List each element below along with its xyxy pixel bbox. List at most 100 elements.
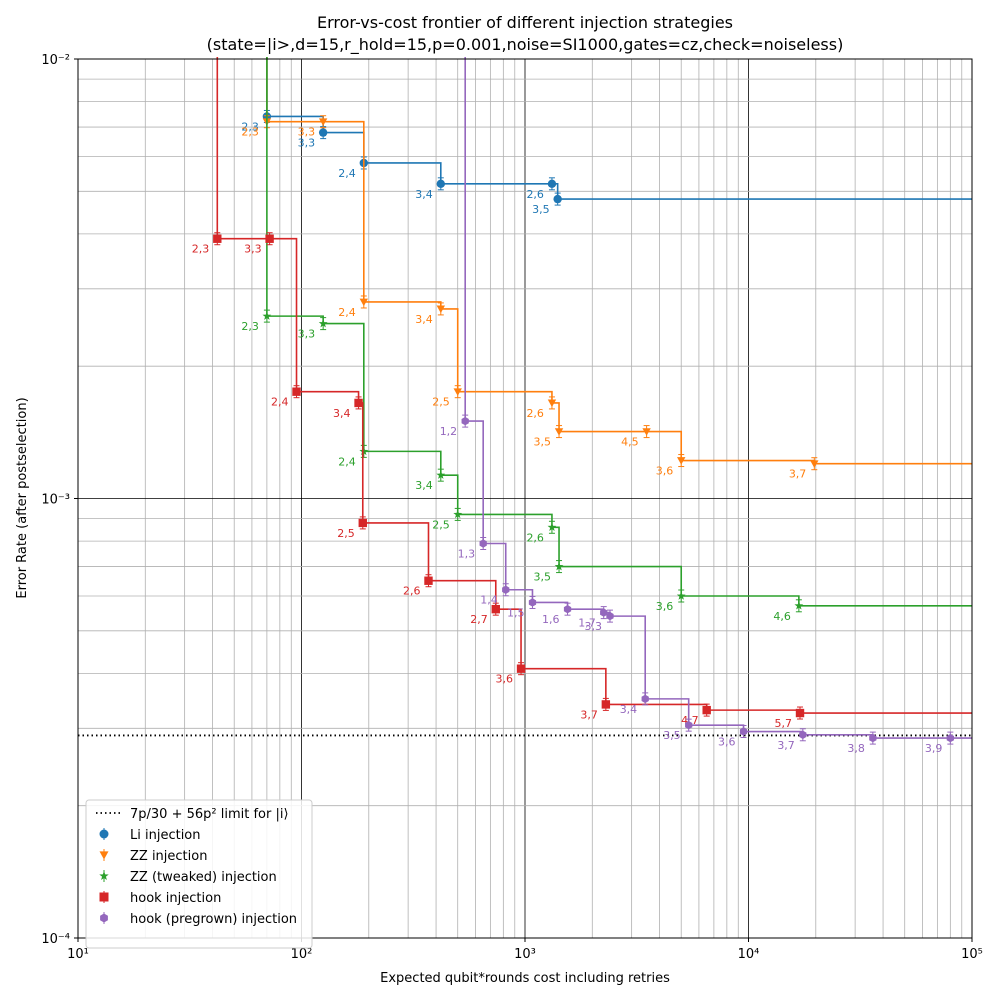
- data-point: [318, 128, 328, 137]
- series-2: 2,3 3,3 2,4 3,4 2,5 2,6 3,5 3,6 4,6: [241, 57, 972, 623]
- series-0: 2,3 3,3 2,4 3,4 2,6 3,5: [241, 57, 972, 216]
- point-label: 1,5: [507, 606, 525, 619]
- legend-entry: ZZ injection: [99, 849, 207, 864]
- point-label: 3,5: [663, 729, 681, 742]
- legend-label: hook injection: [130, 891, 221, 906]
- point-label: 3,3: [244, 243, 262, 256]
- point-label: 3,5: [532, 203, 550, 216]
- legend-label: ZZ injection: [130, 849, 207, 864]
- data-point: [869, 733, 877, 743]
- point-label: 2,4: [271, 396, 289, 409]
- point-label: 3,7: [789, 468, 807, 481]
- y-tick-label: 10⁻²: [41, 53, 70, 68]
- point-label: 3,4: [620, 703, 638, 716]
- legend-label: hook (pregrown) injection: [130, 912, 297, 927]
- point-label: 3,3: [584, 620, 602, 633]
- series-4: 1,2 1,3 1,4 1,5 1,6 1,73,3 3,4 3,5 3,6 3,7 3,8 3,9: [440, 57, 972, 755]
- data-point: [547, 179, 557, 189]
- data-point: [100, 913, 108, 923]
- point-label: 3,9: [925, 742, 943, 755]
- legend: 7p/30 + 56p² limit for |i⟩ Li injection ZZ…: [85, 799, 313, 949]
- legend-box: [85, 799, 313, 949]
- data-point: [354, 398, 363, 408]
- x-tick-label: 10⁴: [738, 947, 760, 962]
- data-point: [99, 829, 109, 839]
- series-step-line: [266, 57, 972, 465]
- point-label: 3,5: [534, 571, 552, 584]
- data-point: [359, 446, 369, 456]
- point-label: 2,6: [526, 188, 544, 201]
- data-point: [601, 700, 611, 709]
- data-point: [502, 585, 510, 594]
- point-label: 4,5: [621, 436, 639, 449]
- point-label: 2,4: [338, 306, 356, 319]
- point-label: 3,7: [777, 739, 795, 752]
- x-tick-label: 10³: [514, 947, 536, 962]
- data-point: [794, 601, 804, 610]
- chart-title: Error-vs-cost frontier of different inje…: [317, 13, 733, 32]
- data-point: [436, 470, 446, 479]
- chart-subtitle: (state=|i>,d=15,r_hold=15,p=0.001,noise=…: [207, 35, 844, 55]
- point-label: 2,3: [241, 320, 259, 333]
- point-label: 2,6: [403, 585, 421, 598]
- y-tick-label: 10⁻³: [41, 493, 70, 508]
- legend-label: ZZ (tweaked) injection: [130, 870, 277, 885]
- x-tick-label: 10⁵: [961, 947, 983, 962]
- point-label: 3,3: [298, 126, 316, 139]
- legend-entry: ZZ (tweaked) injection: [99, 870, 277, 885]
- data-point: [563, 604, 572, 614]
- legend-entry: Li injection: [99, 828, 201, 843]
- x-axis-label: Expected qubit*rounds cost including ret…: [380, 971, 670, 986]
- data-point: [436, 305, 445, 314]
- data-point: [685, 720, 693, 730]
- data-point: [359, 298, 369, 307]
- point-label: 3,4: [415, 479, 433, 492]
- data-point: [795, 708, 805, 718]
- point-label: 2,7: [470, 613, 488, 626]
- point-label: 3,6: [656, 465, 674, 478]
- point-label: 2,3: [241, 126, 259, 139]
- data-point: [547, 522, 557, 532]
- grid: [77, 59, 972, 939]
- data-point: [600, 608, 608, 617]
- data-point: [213, 234, 222, 243]
- data-point: [516, 664, 526, 673]
- data-point: [99, 892, 109, 902]
- y-axis-label: Error Rate (after postselection): [15, 397, 30, 598]
- x-tick-label: 10²: [291, 947, 313, 962]
- data-point: [436, 179, 445, 189]
- point-label: 2,6: [526, 407, 544, 420]
- y-tick-label: 10⁻⁴: [41, 932, 70, 947]
- point-label: 3,6: [656, 600, 674, 613]
- point-label: 2,5: [432, 396, 450, 409]
- legend-entry: hook (pregrown) injection: [100, 912, 297, 927]
- data-point: [606, 611, 614, 621]
- legend-label: 7p/30 + 56p² limit for |i⟩: [130, 807, 289, 822]
- data-point: [318, 118, 328, 126]
- data-point: [528, 598, 537, 607]
- point-label: 2,5: [337, 527, 355, 540]
- point-label: 3,4: [333, 407, 351, 420]
- data-point: [702, 705, 711, 715]
- data-point: [799, 730, 807, 739]
- point-label: 3,4: [415, 188, 433, 201]
- point-label: 2,3: [241, 120, 259, 133]
- point-label: 2,6: [526, 531, 544, 544]
- data-point: [554, 428, 564, 436]
- point-label: 4,6: [773, 610, 791, 623]
- point-label: 1,2: [440, 425, 458, 438]
- data-point: [554, 561, 564, 571]
- point-label: 1,4: [480, 594, 498, 607]
- point-label: 2,4: [338, 455, 356, 468]
- point-label: 1,7: [578, 617, 596, 630]
- legend-entry: hook injection: [99, 891, 221, 906]
- data-point: [491, 604, 500, 614]
- data-point: [810, 460, 819, 468]
- data-point: [424, 576, 433, 585]
- legend-label: Li injection: [130, 828, 201, 843]
- data-point: [99, 871, 109, 880]
- point-label: 3,6: [718, 736, 736, 749]
- point-label: 3,7: [580, 708, 598, 721]
- series-step-line: [266, 57, 972, 200]
